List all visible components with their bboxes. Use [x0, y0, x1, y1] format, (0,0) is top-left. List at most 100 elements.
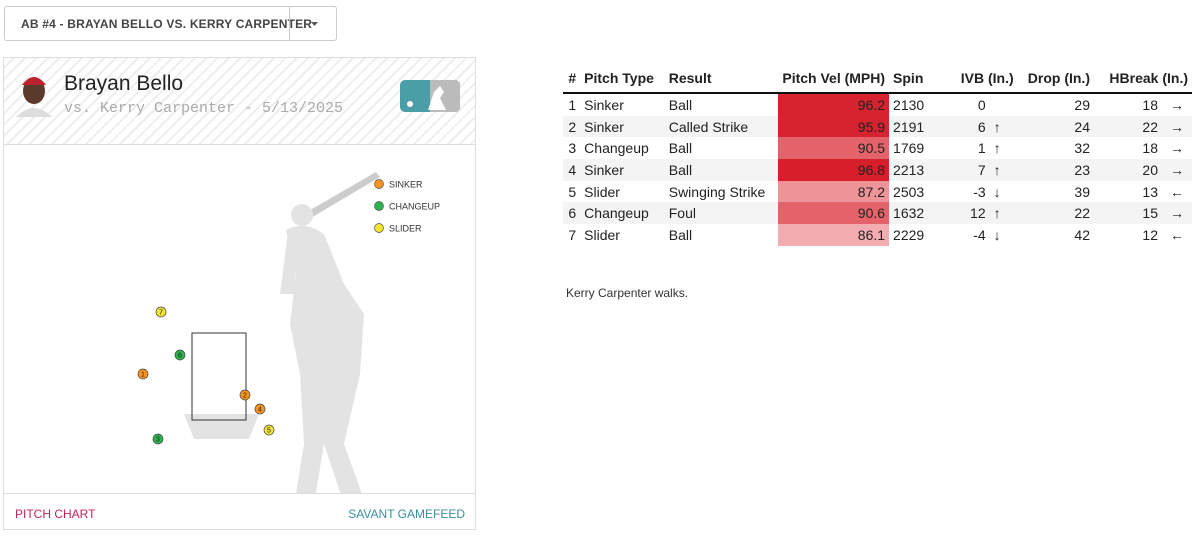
velocity: 87.2 [778, 180, 890, 203]
result: Swinging Strike [668, 183, 766, 200]
hbreak: 12 [1142, 226, 1158, 243]
ivb: 1 [977, 140, 986, 157]
spin: 2503 [893, 183, 925, 200]
spin: 2130 [893, 96, 925, 113]
ivb-arrow: ↑ [993, 140, 1001, 157]
at-bat-dropdown[interactable]: AB #4 - BRAYAN BELLO VS. KERRY CARPENTER [4, 6, 337, 41]
drop: 24 [1017, 115, 1094, 138]
pitch-number: 5 [568, 183, 577, 200]
pitch-marker-number: 6 [178, 353, 182, 360]
hbreak: 18 [1142, 96, 1158, 113]
pitch-number: 6 [563, 202, 581, 225]
summary: Kerry Carpenter walks. [566, 286, 689, 300]
pitch-row: 1 Sinker Ball 96.2 2130 0 29 18 → [563, 93, 1192, 116]
hbreak: 18 [1142, 140, 1158, 157]
result: Called Strike [664, 115, 779, 138]
pitch-number: 1 [568, 96, 577, 113]
hbreak-arrow: → [1162, 159, 1192, 181]
drop: 32 [1074, 140, 1090, 157]
hbreak: 15 [1094, 202, 1162, 225]
legend-label: SINKER [389, 180, 423, 190]
velocity: 90.5 [778, 137, 890, 160]
pitch-number: 4 [563, 159, 581, 181]
hbreak: 13 [1142, 183, 1158, 200]
strike-zone [191, 332, 247, 421]
hbreak: 22 [1094, 115, 1162, 138]
gamefeed-link[interactable]: SAVANT GAMEFEED [348, 507, 465, 521]
result: Foul [664, 202, 779, 225]
pitch-row: 7 Slider Ball 86.1 2229 -4 ↓ 42 12 ← [563, 224, 1192, 246]
pitch-number: 7 [568, 226, 577, 243]
pitch-table: # Pitch Type Result Pitch Vel (MPH) Spin IVB … [563, 64, 1192, 246]
pitch-type: Sinker [584, 96, 624, 113]
hbreak-arrow: → [1162, 202, 1192, 225]
pitcher-name: Brayan Bello [64, 72, 184, 95]
ivb: 0 [977, 96, 986, 113]
ivb: -4 [973, 226, 986, 243]
column-header: Pitch Vel (MPH) [778, 64, 890, 94]
pitch-marker [263, 424, 275, 436]
velocity: 96.8 [778, 159, 890, 181]
pitch-chart: SINKER CHANGEUP SLIDER 1 2 3 4 5 6 7 [137, 172, 440, 493]
pitch-marker-number: 4 [258, 407, 262, 414]
card-header: Brayan Bello vs. Kerry Carpenter - 5/13/… [4, 58, 475, 145]
hbreak-arrow: → [1170, 140, 1184, 157]
pitch-row: 5 Slider Swinging Strike 87.2 2503 -3 ↓ 39 13 ← [563, 180, 1192, 203]
ivb-arrow [990, 93, 1018, 116]
velocity: 90.6 [778, 202, 890, 225]
velocity: 95.9 [778, 115, 890, 138]
pitch-marker-number: 2 [243, 393, 247, 400]
legend-swatch [374, 201, 384, 211]
pitch-marker-number: 5 [267, 428, 271, 435]
header-row: # Pitch Type Result Pitch Vel (MPH) Spin IVB … [563, 64, 1192, 94]
column-header: Drop (In.) [1017, 64, 1094, 94]
column-header: HBreak (In.) [1094, 64, 1192, 94]
result: Ball [668, 96, 693, 113]
hbreak: 20 [1094, 159, 1162, 181]
card-footer: PITCH CHART SAVANT GAMEFEED [4, 493, 475, 530]
pitch-type: Sinker [580, 115, 665, 138]
home-plate [184, 414, 259, 439]
velocity: 96.2 [778, 93, 890, 116]
separator [289, 7, 290, 40]
pitch-type: Changeup [584, 140, 649, 157]
column-header: IVB (In.) [931, 64, 1018, 94]
spin: 2229 [893, 226, 925, 243]
hbreak-arrow: ← [1170, 226, 1184, 243]
pitch-marker [155, 306, 167, 318]
pitch-chart-tab[interactable]: PITCH CHART [15, 507, 96, 521]
drop: 42 [1074, 226, 1090, 243]
ivb-arrow: ↑ [989, 202, 1018, 225]
pitch-marker [174, 349, 186, 361]
column-header: Pitch Type [580, 64, 665, 94]
result: Ball [668, 226, 693, 243]
pitch-type: Sinker [580, 159, 665, 181]
spin: 1632 [889, 202, 932, 225]
legend-label: CHANGEUP [389, 202, 440, 212]
ivb: 6 [931, 115, 990, 138]
legend-swatch [374, 223, 384, 233]
ivb: 7 [931, 159, 990, 181]
velocity: 86.1 [778, 224, 890, 246]
drop: 23 [1017, 159, 1094, 181]
pitch-row: 2 Sinker Called Strike 95.9 2191 6 ↑ 24 22 → [563, 115, 1192, 138]
pitch-row: 4 Sinker Ball 96.8 2213 7 ↑ 23 20 → [563, 159, 1192, 181]
ivb: 12 [931, 202, 990, 225]
pitch-marker [137, 368, 149, 380]
dropdown-label: AB #4 - BRAYAN BELLO VS. KERRY CARPENTER [21, 17, 313, 31]
pitch-marker [254, 403, 266, 415]
hbreak-arrow: ← [1170, 183, 1184, 200]
pitch-number: 2 [563, 115, 581, 138]
result: Ball [668, 140, 693, 157]
mlb-logo [400, 80, 460, 112]
spin: 2191 [889, 115, 932, 138]
pitch-marker-number: 1 [141, 372, 145, 379]
pitch-card: Brayan Bello vs. Kerry Carpenter - 5/13/… [3, 57, 476, 530]
ivb-arrow: ↓ [993, 183, 1001, 200]
hbreak-arrow: → [1162, 115, 1192, 138]
ivb-arrow: ↑ [989, 159, 1018, 181]
spin: 1769 [893, 140, 925, 157]
legend-label: SLIDER [389, 224, 422, 234]
drop: 39 [1074, 183, 1090, 200]
